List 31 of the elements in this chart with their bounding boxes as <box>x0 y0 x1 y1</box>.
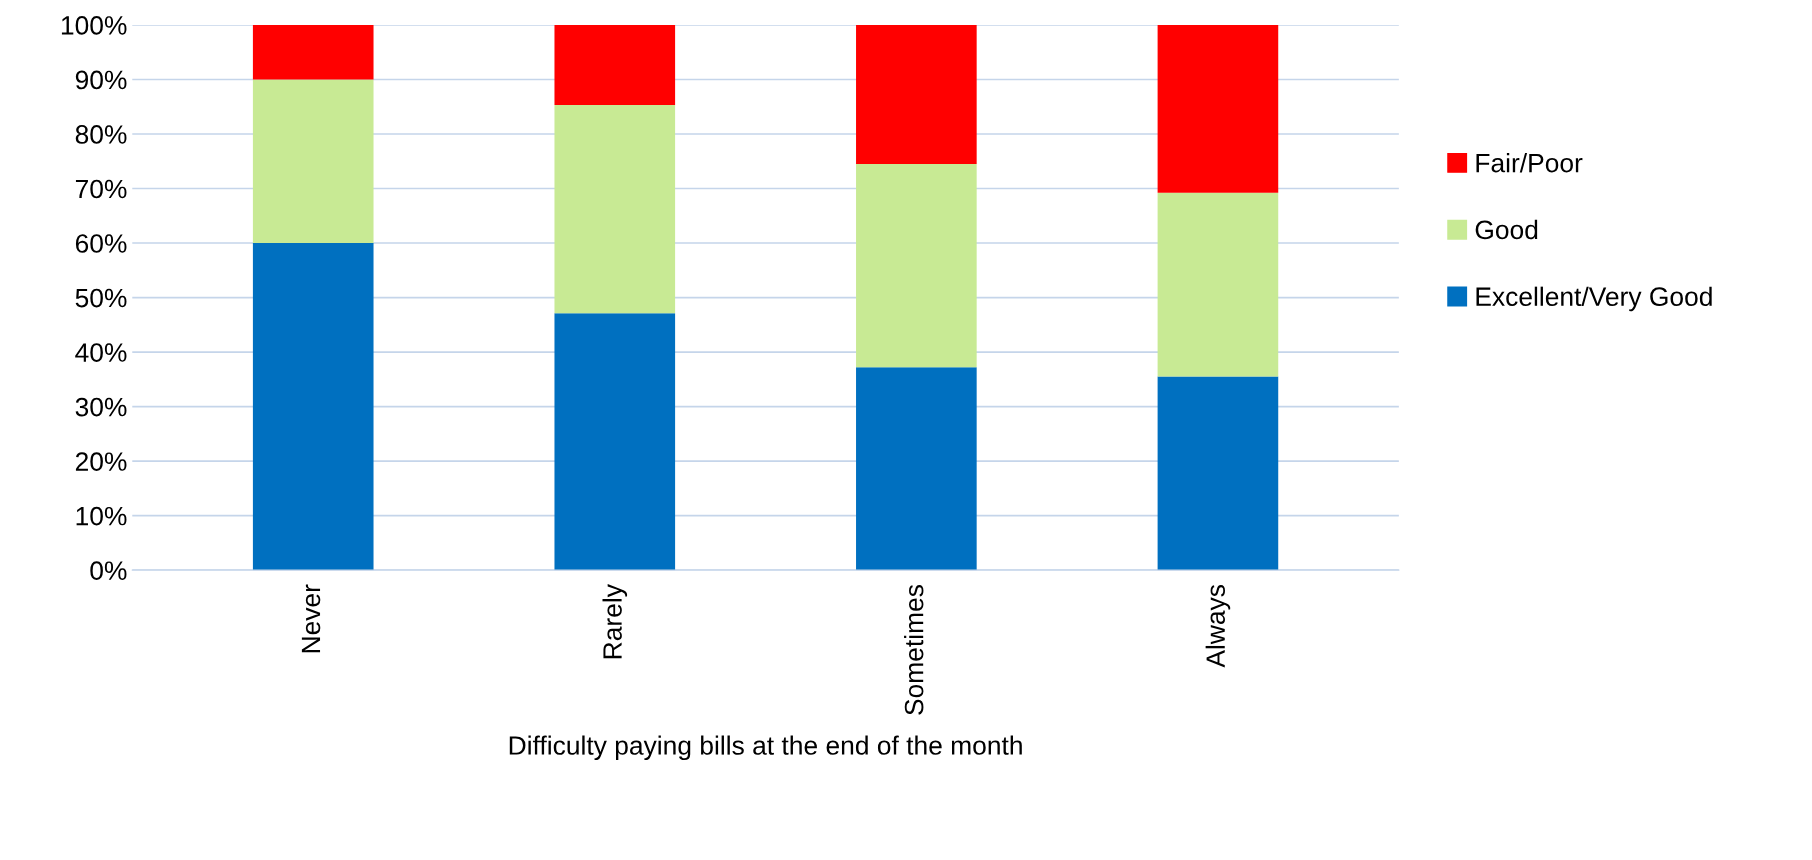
y-tick-label: 0% <box>90 561 127 580</box>
bar <box>856 24 977 164</box>
bar <box>252 79 374 244</box>
x-tick-label: Never <box>301 584 321 653</box>
y-tick-label: 20% <box>75 452 127 471</box>
x-tick-label: Sometimes <box>904 585 924 715</box>
y-tick-label: 100% <box>61 16 127 35</box>
bar <box>252 24 374 80</box>
bar <box>252 243 374 571</box>
x-tick-label: Always <box>1205 585 1231 668</box>
x-axis-title: Difficulty paying bills at the end of the month <box>509 735 1022 761</box>
bar <box>1157 192 1279 377</box>
bar <box>856 367 977 571</box>
legend-label: Fair/Poor <box>1476 153 1583 173</box>
bar <box>554 105 676 314</box>
y-tick-label: 10% <box>76 506 127 526</box>
bar <box>554 24 676 106</box>
legend-label: Good <box>1475 219 1538 240</box>
bar <box>1157 376 1279 571</box>
y-tick-label: 50% <box>75 288 127 308</box>
y-tick-label: 90% <box>75 70 127 90</box>
y-tick-label: 40% <box>75 343 127 362</box>
y-tick-label: 70% <box>75 179 127 199</box>
x-tick-label: Rarely <box>602 584 628 659</box>
y-tick-label: 30% <box>75 397 127 417</box>
bar <box>1157 24 1279 193</box>
legend-label: Excellent/Very Good <box>1476 286 1712 312</box>
bar <box>554 313 676 571</box>
bar <box>856 163 977 368</box>
y-tick-label: 80% <box>75 125 127 144</box>
y-tick-label: 60% <box>75 234 127 253</box>
